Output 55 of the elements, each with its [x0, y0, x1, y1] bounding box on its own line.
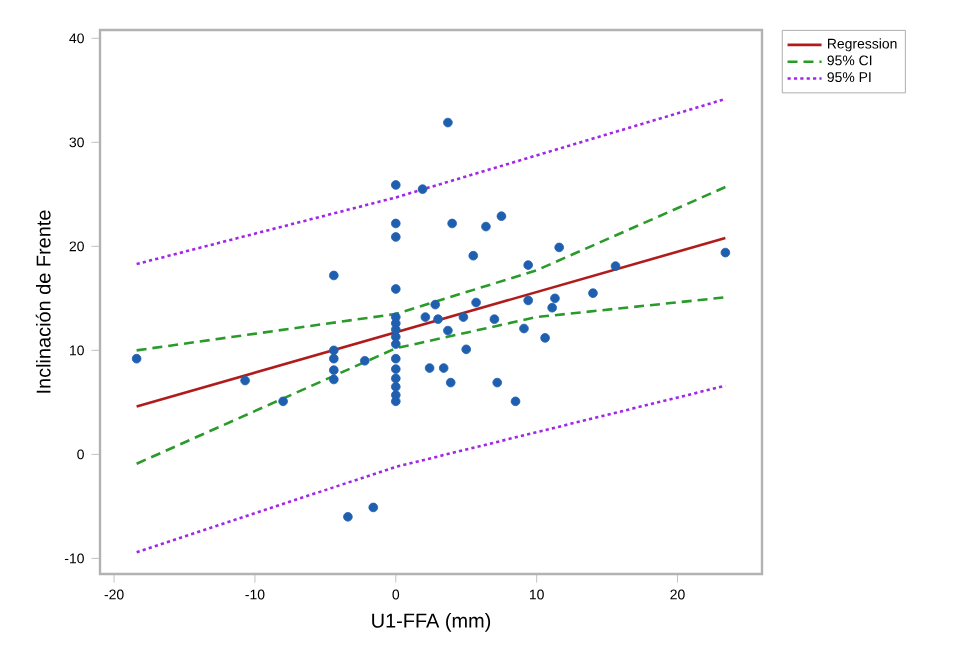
line-series — [135, 97, 727, 266]
point — [360, 355, 370, 366]
point — [329, 365, 339, 375]
point — [447, 218, 457, 229]
point — [540, 333, 550, 343]
point — [720, 247, 731, 258]
point — [391, 339, 401, 349]
point — [329, 353, 339, 364]
point — [523, 295, 533, 306]
point — [329, 374, 339, 385]
point — [550, 293, 560, 304]
line-series — [135, 296, 727, 466]
point — [329, 345, 339, 356]
point — [240, 375, 250, 386]
point — [343, 512, 353, 522]
point — [554, 242, 564, 253]
point — [433, 314, 443, 324]
point — [391, 353, 401, 364]
point — [391, 284, 401, 294]
point — [131, 353, 142, 364]
point — [278, 396, 288, 407]
point — [329, 270, 339, 281]
point — [519, 323, 529, 334]
point — [461, 344, 471, 355]
point — [471, 297, 481, 308]
point — [523, 260, 533, 270]
point — [438, 363, 449, 373]
point — [510, 396, 521, 407]
point — [391, 381, 401, 392]
point — [468, 250, 479, 261]
point — [458, 312, 469, 322]
line-series — [135, 185, 727, 352]
point — [391, 180, 401, 190]
point — [496, 211, 507, 221]
point — [481, 221, 491, 232]
point — [492, 377, 502, 388]
x-axis-title: U1-FFA (mm) — [372, 613, 491, 632]
point — [489, 314, 500, 324]
point — [391, 373, 401, 384]
point — [391, 332, 401, 342]
point — [417, 184, 428, 194]
point — [391, 364, 401, 374]
point — [368, 502, 379, 513]
point — [391, 232, 401, 242]
point — [547, 302, 557, 313]
point — [424, 363, 435, 373]
point — [610, 261, 621, 271]
point — [445, 377, 456, 388]
point — [430, 299, 441, 310]
point — [443, 117, 453, 128]
y-axis-title: Inclinación de Frente — [35, 210, 51, 393]
point — [588, 288, 598, 298]
point — [420, 312, 431, 322]
point — [443, 325, 453, 336]
point — [391, 218, 401, 229]
